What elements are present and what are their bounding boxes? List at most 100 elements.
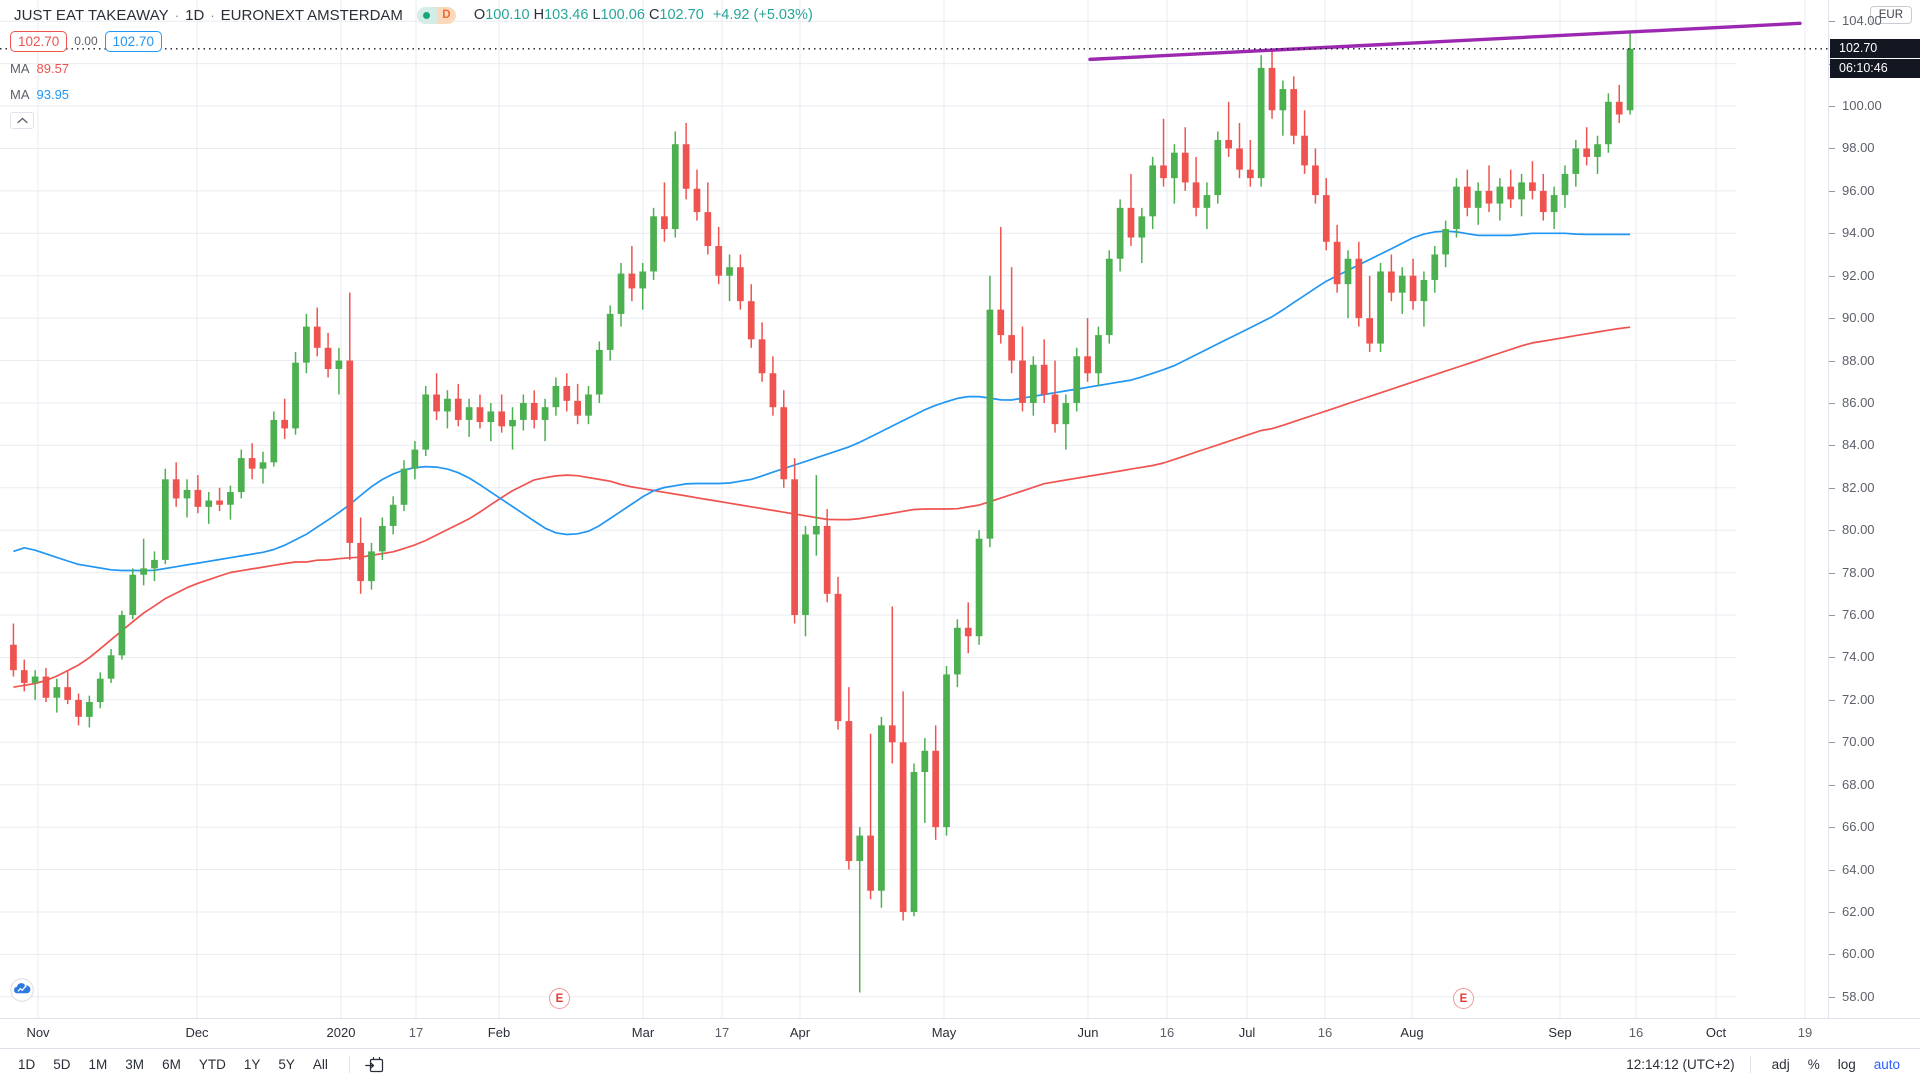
ma-line-0	[13, 326, 1631, 689]
ohlc-values: O100.10 H103.46 L100.06 C102.70 +4.92 (+…	[474, 7, 813, 23]
candle	[943, 674, 950, 828]
time-tick: Sep	[1548, 1025, 1572, 1040]
price-tick: 68.00	[1829, 777, 1920, 793]
candle	[400, 468, 408, 505]
candle	[1225, 139, 1232, 149]
time-tick: 17	[408, 1025, 424, 1040]
time-tick: Feb	[487, 1025, 511, 1040]
market-status-pill[interactable]: D	[416, 6, 456, 24]
toolbar-button-adj[interactable]: adj	[1771, 1056, 1790, 1072]
candle	[64, 687, 72, 700]
range-button-6m[interactable]: 6M	[162, 1057, 181, 1072]
candle	[1626, 48, 1634, 111]
toolbar-button-percent[interactable]: %	[1807, 1056, 1820, 1072]
candle	[422, 394, 430, 450]
candle	[1420, 279, 1428, 302]
toolbar-divider-2	[1749, 1056, 1751, 1073]
price-axis[interactable]: EUR 104.00102.00100.0098.0096.0094.0092.…	[1828, 0, 1920, 1018]
bottom-toolbar: 1D 5D 1M 3M 6M YTD 1Y 5Y All 12:14:12 (UTC+2) ad…	[0, 1048, 1920, 1080]
candle	[1453, 186, 1460, 230]
close-label: C	[648, 7, 660, 23]
candle	[10, 644, 17, 671]
range-button-5d[interactable]: 5D	[53, 1057, 71, 1072]
candle	[1214, 139, 1222, 196]
time-tick: Jul	[1238, 1025, 1256, 1040]
price-tick: 60.00	[1829, 946, 1920, 962]
price-tick: 76.00	[1829, 607, 1920, 623]
candle	[1377, 271, 1384, 344]
candle	[161, 479, 169, 560]
candle	[357, 542, 364, 582]
price-tick: 96.00	[1829, 183, 1920, 199]
toolbar-button-log[interactable]: log	[1837, 1056, 1856, 1072]
price-tick: 72.00	[1829, 692, 1920, 708]
symbol-name[interactable]: JUST EAT TAKEAWAY	[14, 6, 169, 24]
candle	[888, 725, 896, 743]
candle	[292, 362, 299, 429]
time-axis[interactable]: Nov Dec 2020 17 Feb Mar 17 Apr May Jun 16 Jul 16 Aug S…	[0, 1018, 1920, 1048]
candle	[867, 835, 874, 891]
candle	[585, 394, 592, 416]
trendline	[1088, 21, 1802, 62]
range-button-1y[interactable]: 1Y	[243, 1057, 261, 1072]
interval-label[interactable]: 1D	[185, 6, 205, 24]
candle	[444, 398, 451, 412]
range-button-all[interactable]: All	[312, 1057, 328, 1072]
time-tick: Apr	[789, 1025, 811, 1040]
ma-fast-value: 93.95	[36, 86, 70, 102]
candle	[726, 267, 733, 276]
candle	[1518, 182, 1525, 200]
candle	[986, 309, 994, 539]
candle	[1029, 364, 1037, 403]
ma-line-1	[13, 230, 1631, 572]
price-tick: 88.00	[1829, 353, 1920, 369]
chart-gridlines	[0, 0, 1806, 1018]
price-tick: 62.00	[1829, 904, 1920, 920]
candle	[1355, 258, 1363, 319]
earnings-marker-icon[interactable]: E	[549, 988, 570, 1009]
candle	[1605, 101, 1612, 145]
time-tick: 17	[714, 1025, 730, 1040]
candle	[509, 419, 516, 427]
earnings-marker-icon[interactable]: E	[1453, 988, 1474, 1009]
chart-plot-area[interactable]	[0, 0, 1828, 1018]
candle	[1084, 356, 1091, 374]
candle	[812, 525, 820, 535]
time-tick: Nov	[26, 1025, 50, 1040]
candle	[1388, 271, 1395, 293]
indicator-row-ma-slow[interactable]: MA 89.57	[10, 58, 162, 78]
candle	[704, 212, 712, 247]
candle	[1149, 165, 1157, 217]
candle	[639, 271, 647, 289]
time-tick: 16	[1159, 1025, 1175, 1040]
chart-header: JUST EAT TAKEAWAY · 1D · EURONEXT AMSTER…	[0, 0, 1920, 30]
exchange-label[interactable]: EURONEXT AMSTERDAM	[220, 6, 403, 24]
time-tick: 16	[1317, 1025, 1333, 1040]
range-button-1d[interactable]: 1D	[18, 1057, 36, 1072]
candle	[910, 771, 918, 912]
price-tick: 98.00	[1829, 140, 1920, 156]
ma-slow-value: 89.57	[36, 60, 70, 76]
close-value: 102.70	[659, 7, 704, 23]
tradingview-logo[interactable]	[10, 978, 34, 1007]
right-toolbar: 12:14:12 (UTC+2) adj% log auto	[1626, 1056, 1920, 1074]
range-button-ytd[interactable]: YTD	[198, 1057, 226, 1072]
currency-badge[interactable]: EUR	[1869, 6, 1912, 24]
candle	[205, 500, 213, 507]
indicator-row-ma-fast[interactable]: MA 93.95	[10, 84, 162, 104]
candle	[1550, 195, 1558, 213]
candle	[1192, 182, 1200, 208]
candle	[1474, 190, 1482, 208]
range-button-3m[interactable]: 3M	[125, 1057, 145, 1072]
toolbar-button-auto[interactable]: auto	[1873, 1056, 1900, 1072]
legend-badge-high: 102.70	[104, 30, 162, 52]
date-range-icon[interactable]	[361, 1054, 388, 1076]
range-button-5y[interactable]: 5Y	[278, 1057, 295, 1072]
chevron-up-icon[interactable]	[10, 112, 34, 129]
range-button-1m[interactable]: 1M	[88, 1057, 108, 1072]
candle	[1583, 148, 1591, 157]
time-tick: 2020	[326, 1025, 356, 1040]
candle	[498, 411, 506, 427]
time-tick: Dec	[185, 1025, 209, 1040]
candle	[693, 188, 701, 213]
